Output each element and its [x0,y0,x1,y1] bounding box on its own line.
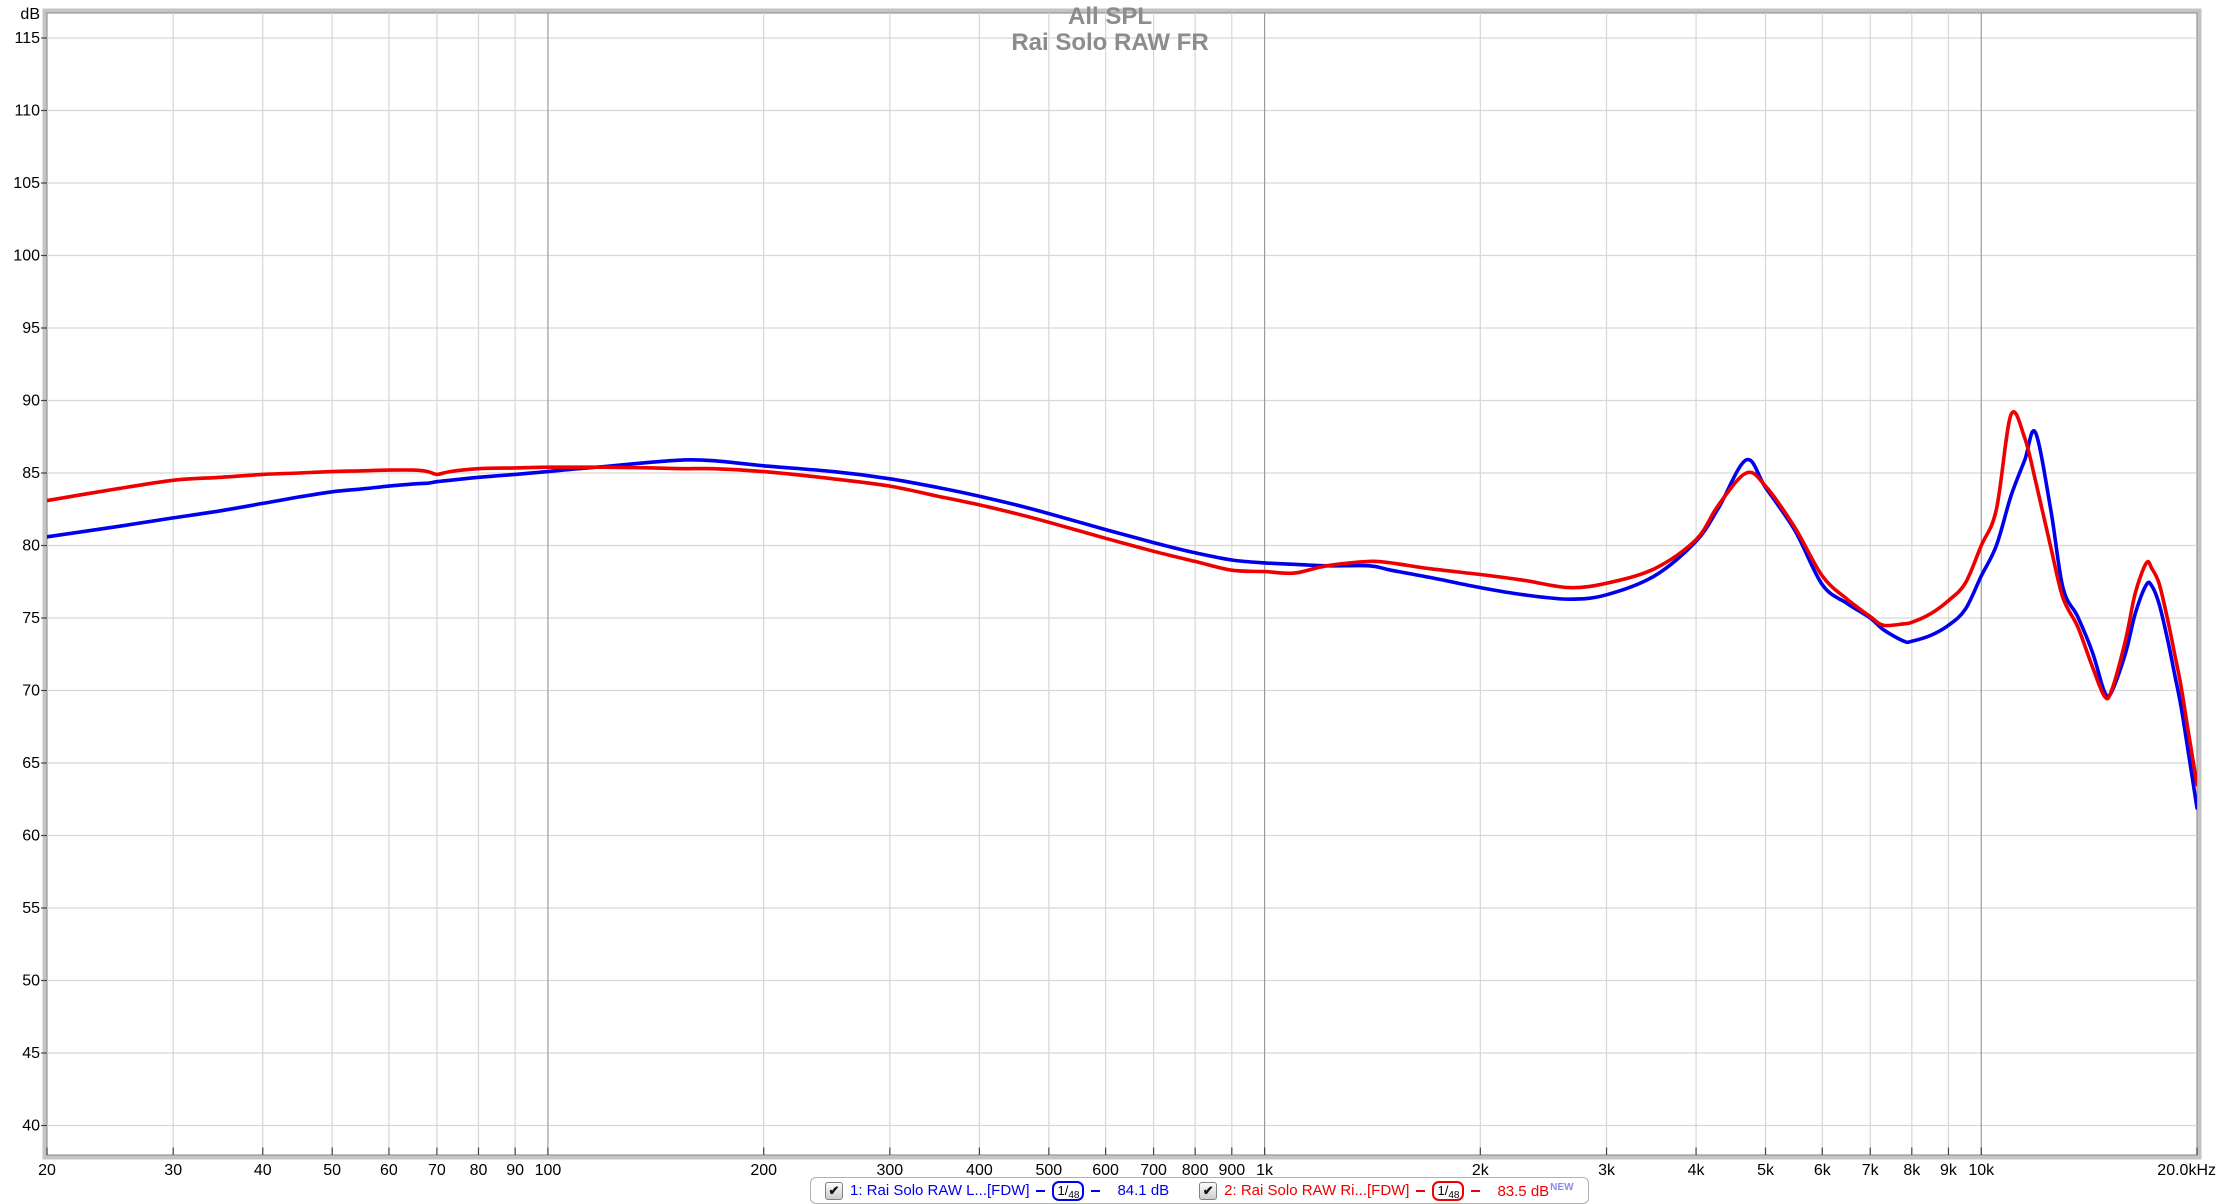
plot-surface[interactable] [47,13,2197,1155]
x-tick-label: 30 [164,1162,182,1179]
trace2-smoothing-button[interactable]: 1/48 [1432,1180,1465,1201]
trace1-smoothing-button[interactable]: 1/48 [1052,1180,1085,1201]
legend-entry-left: ✔ 1: Rai Solo RAW L...[FDW] 1/48 84.1 dB [825,1180,1170,1201]
x-tick-label: 80 [470,1162,488,1179]
y-tick-label: 90 [22,393,40,410]
chart-title: All SPL [1067,3,1152,30]
x-tick-label: 900 [1218,1162,1245,1179]
x-tick-label: 200 [750,1162,777,1179]
y-tick-label: 95 [22,320,40,337]
trace2-label[interactable]: 2: Rai Solo RAW Ri...[FDW] [1224,1182,1410,1199]
y-tick-label: 50 [22,973,40,990]
x-tick-label: 60 [380,1162,398,1179]
y-tick-label: 85 [22,465,40,482]
x-tick-label: 20.0kHz [2157,1162,2216,1179]
x-tick-label: 50 [323,1162,341,1179]
x-tick-label: 10k [1968,1162,1995,1179]
y-tick-label: 45 [22,1045,40,1062]
y-tick-label: 100 [13,248,40,265]
x-tick-label: 100 [535,1162,562,1179]
x-tick-label: 1k [1256,1162,1274,1179]
y-tick-label: 60 [22,828,40,845]
chart-subtitle: Rai Solo RAW FR [1011,29,1209,56]
x-tick-label: 90 [506,1162,524,1179]
plot-frame [42,8,2202,1160]
x-tick-label: 300 [877,1162,904,1179]
y-tick-label: 70 [22,683,40,700]
x-tick-label: 40 [254,1162,272,1179]
y-tick-label: 40 [22,1118,40,1135]
trace2-line-segment [1471,1189,1481,1192]
x-tick-label: 20 [38,1162,56,1179]
y-tick-label: 115 [14,30,40,47]
trace2-spl-value: 83.5 dBNEW [1497,1181,1574,1200]
x-tick-label: 800 [1182,1162,1209,1179]
x-tick-label: 600 [1092,1162,1119,1179]
trace2-line-segment [1416,1189,1426,1192]
x-tick-label: 70 [428,1162,446,1179]
x-tick-label: 500 [1036,1162,1063,1179]
x-tick-label: 4k [1688,1162,1706,1179]
x-tick-label: 8k [1903,1162,1921,1179]
x-tick-label: 400 [966,1162,993,1179]
trace1-line-segment [1036,1189,1046,1192]
trace1-line-segment [1091,1189,1101,1192]
y-tick-label: 110 [14,103,40,120]
y-tick-label: 75 [22,610,40,627]
y-tick-label: 80 [22,538,40,555]
new-badge: NEW [1550,1181,1574,1193]
trace1-spl-value: 84.1 dB [1117,1182,1170,1199]
x-tick-label: 700 [1140,1162,1167,1179]
y-axis-unit-label: dB [20,6,40,23]
legend-entry-right: ✔ 2: Rai Solo RAW Ri...[FDW] 1/48 83.5 d… [1199,1180,1574,1201]
x-tick-label: 9k [1940,1162,1958,1179]
trace-legend: ✔ 1: Rai Solo RAW L...[FDW] 1/48 84.1 dB… [810,1177,1589,1204]
trace1-checkbox[interactable]: ✔ [825,1181,843,1200]
trace-left-curve [47,428,2197,810]
y-tick-label: 65 [22,755,40,772]
y-tick-label: 105 [13,175,40,192]
trace1-label[interactable]: 1: Rai Solo RAW L...[FDW] [850,1182,1030,1199]
trace-right-curve [47,410,2197,787]
x-tick-label: 3k [1598,1162,1616,1179]
grid-lines [47,13,2197,1155]
axis-labels: dB 115 110 105 100 95 90 85 80 75 70 65 60 55 50 45 40 20… [13,6,2216,1179]
y-tick-label: 55 [22,900,40,917]
trace2-checkbox[interactable]: ✔ [1199,1181,1218,1200]
axis-ticks [41,37,2198,1155]
x-tick-label: 5k [1757,1162,1775,1179]
x-tick-label: 2k [1472,1162,1490,1179]
chart-title-block: All SPL Rai Solo RAW FR [0,4,2220,56]
x-tick-label: 7k [1862,1162,1880,1179]
curves [47,410,2197,810]
x-tick-label: 6k [1814,1162,1832,1179]
